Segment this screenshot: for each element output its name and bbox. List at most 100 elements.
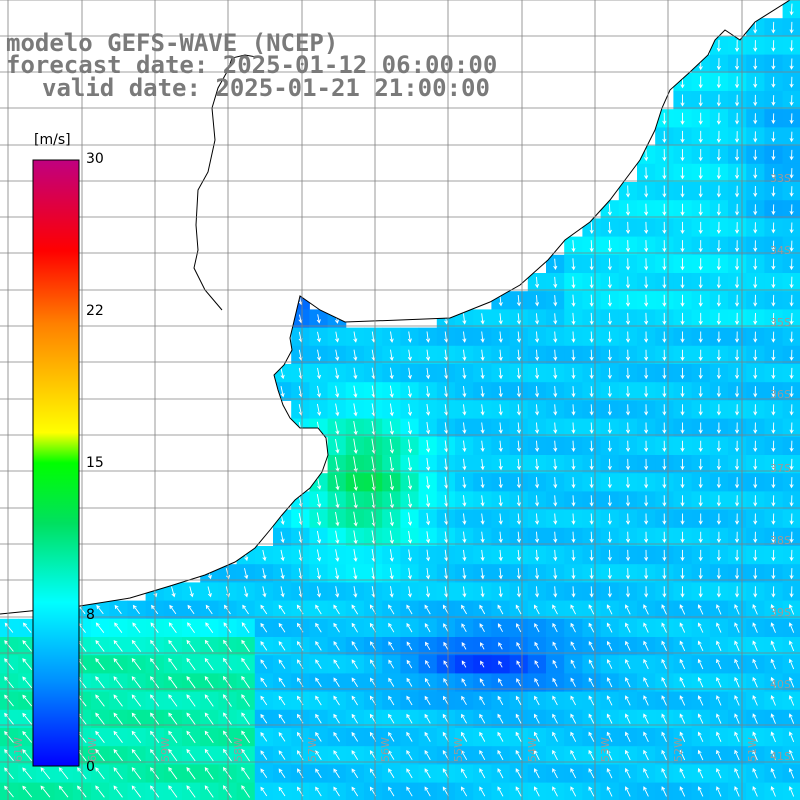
wind-arrow: [753, 331, 758, 343]
wind-arrow: [753, 240, 758, 252]
wind-arrow: [771, 549, 776, 562]
wind-arrow: [662, 221, 667, 235]
wind-arrow: [789, 422, 794, 434]
wind-arrow: [588, 749, 595, 761]
wind-arrow: [589, 349, 594, 362]
wind-arrow: [680, 586, 685, 598]
wind-arrow: [389, 403, 394, 417]
wind-arrow: [480, 458, 485, 471]
wind-arrow: [443, 660, 449, 668]
wind-arrow: [479, 604, 486, 615]
wind-arrow: [22, 749, 33, 761]
wind-arrow: [479, 678, 485, 687]
wind-arrow: [735, 331, 740, 343]
wind-arrow: [389, 567, 394, 580]
wind-arrow: [735, 531, 740, 544]
wind-arrow: [716, 167, 721, 180]
wind-arrow: [222, 712, 232, 725]
wind-arrow: [716, 568, 721, 580]
wind-arrow: [4, 767, 14, 780]
wind-arrow: [406, 768, 413, 779]
wind-arrow: [461, 623, 467, 633]
wind-arrow: [553, 531, 558, 544]
wind-arrow: [553, 440, 558, 453]
wind-arrow: [480, 331, 485, 343]
wind-arrow: [353, 438, 358, 455]
wind-arrow: [735, 312, 740, 326]
wind-arrow: [753, 568, 758, 580]
wind-arrow: [406, 731, 413, 742]
wind-arrow: [697, 713, 704, 724]
wind-arrow: [625, 495, 631, 507]
wind-arrow: [698, 531, 703, 544]
wind-arrow: [697, 658, 704, 670]
wind-arrow: [589, 404, 594, 416]
wind-arrow: [789, 149, 794, 161]
wind-arrow: [753, 76, 758, 89]
wind-arrow: [571, 495, 576, 507]
wind-arrow: [716, 76, 721, 89]
wind-arrow: [788, 658, 795, 670]
wind-arrow: [497, 695, 504, 706]
wind-arrow: [241, 748, 250, 762]
wind-arrow: [661, 713, 667, 724]
wind-arrow: [407, 512, 413, 526]
wind-arrow: [788, 713, 795, 724]
lat-label: 36S: [770, 388, 791, 401]
wind-arrow: [316, 367, 322, 380]
wind-arrow: [625, 513, 631, 525]
wind-arrow: [426, 458, 431, 472]
lon-label: 51W: [746, 737, 759, 762]
wind-arrow: [553, 313, 558, 325]
wind-arrow: [260, 750, 268, 760]
wind-arrow: [113, 712, 123, 725]
lat-label: 34S: [770, 244, 791, 257]
wind-arrow: [698, 294, 703, 307]
wind-arrow: [498, 440, 503, 453]
wind-arrow: [606, 677, 613, 688]
wind-arrow: [315, 677, 322, 688]
wind-arrow: [535, 349, 540, 362]
wind-arrow: [241, 730, 250, 744]
wind-arrow: [752, 786, 758, 797]
wind-arrow: [315, 622, 322, 633]
wind-arrow: [260, 641, 268, 651]
wind-arrow: [351, 622, 358, 633]
wind-arrow: [735, 131, 740, 143]
wind-arrow: [186, 748, 196, 762]
wind-arrow: [498, 404, 503, 416]
wind-arrow: [589, 331, 594, 343]
wind-arrow: [280, 367, 285, 380]
wind-arrow: [788, 676, 795, 688]
wind-arrow: [516, 367, 522, 380]
wind-arrow: [770, 604, 776, 615]
wind-arrow: [480, 313, 485, 325]
wind-arrow: [771, 422, 776, 434]
wind-arrow: [131, 767, 142, 780]
wind-arrow: [241, 785, 250, 798]
wind-arrow: [186, 767, 196, 780]
wind-arrow: [662, 130, 667, 144]
wind-arrow: [589, 513, 594, 525]
wind-arrow: [606, 640, 613, 651]
wind-arrow: [753, 222, 758, 234]
wind-arrow: [752, 713, 758, 724]
wind-arrow: [553, 276, 558, 289]
wind-arrow: [589, 568, 594, 580]
wind-arrow: [444, 349, 449, 362]
wind-arrow: [443, 677, 449, 687]
wind-arrow: [679, 713, 686, 724]
wind-arrow: [333, 604, 340, 615]
wind-arrow: [716, 94, 721, 107]
wind-arrow: [589, 386, 594, 398]
wind-arrow: [588, 622, 595, 633]
wind-arrow: [535, 313, 540, 325]
wind-arrow: [625, 258, 631, 271]
wind-arrow: [698, 495, 703, 507]
wind-arrow: [680, 203, 685, 216]
wind-arrow: [498, 495, 503, 507]
wind-arrow: [771, 294, 776, 307]
wind-arrow: [335, 367, 340, 380]
wind-arrow: [4, 712, 14, 725]
wind-arrow: [22, 658, 33, 670]
